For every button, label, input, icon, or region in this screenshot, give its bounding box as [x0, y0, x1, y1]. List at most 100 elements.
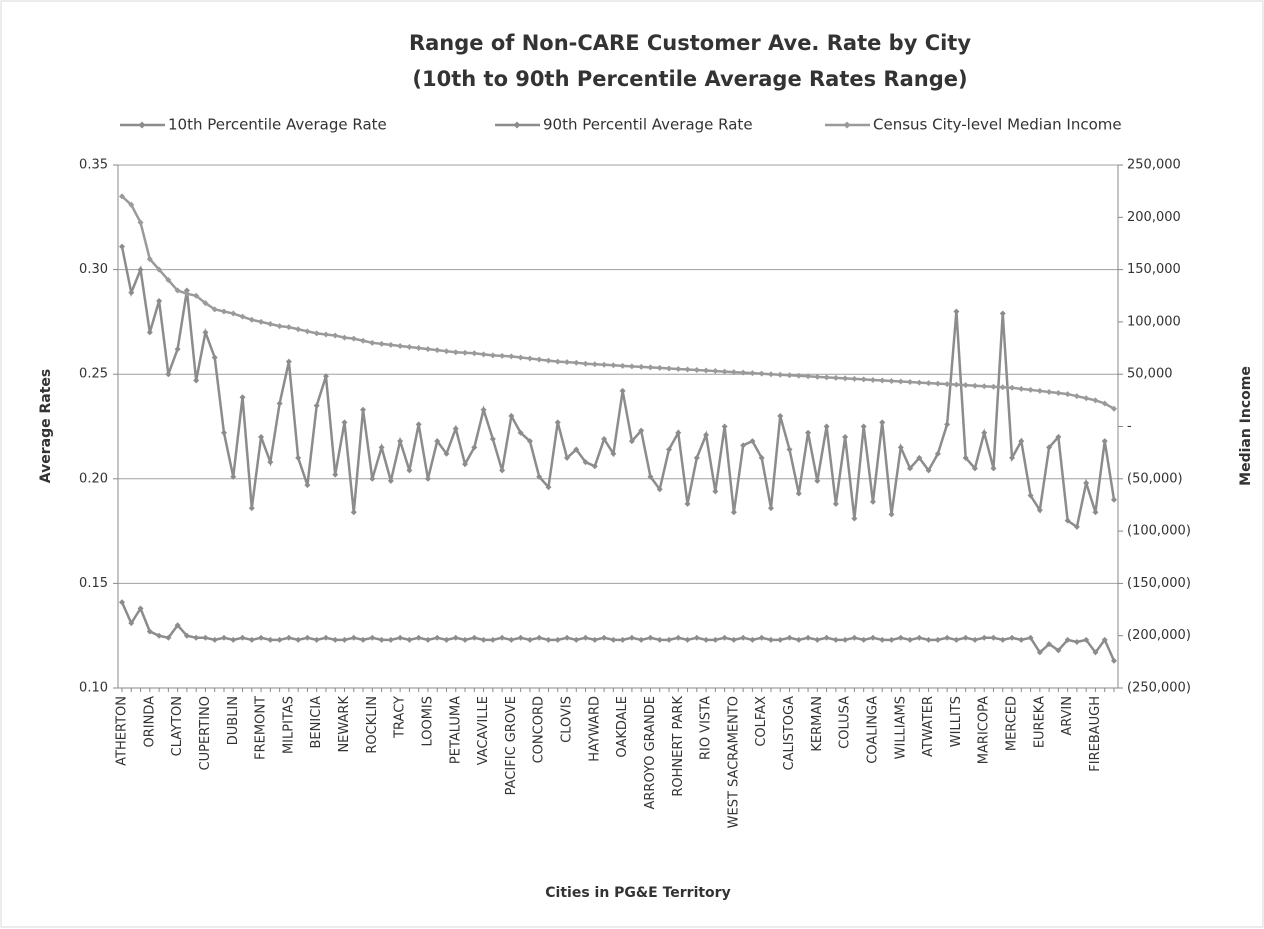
- data-point: [823, 423, 830, 430]
- data-point: [823, 634, 830, 641]
- data-point: [119, 243, 125, 250]
- data-point: [851, 634, 858, 641]
- data-point: [369, 634, 376, 641]
- data-point: [777, 413, 784, 420]
- data-point: [471, 350, 478, 357]
- data-point: [740, 442, 747, 449]
- data-point: [1101, 636, 1108, 643]
- data-point: [193, 292, 200, 299]
- data-point: [462, 461, 469, 468]
- y2-tick-label: (150,000): [1127, 576, 1191, 591]
- data-point: [860, 376, 867, 383]
- data-point: [786, 372, 793, 379]
- x-tick-label: ORINDA: [142, 696, 157, 748]
- data-point: [545, 357, 552, 364]
- data-point: [341, 334, 348, 341]
- data-point: [582, 459, 589, 466]
- data-point: [406, 467, 413, 474]
- data-point: [721, 423, 728, 430]
- data-point: [767, 636, 774, 643]
- x-tick-label: MARICOPA: [977, 696, 992, 764]
- legend-label: 10th Percentile Average Rate: [168, 116, 387, 134]
- data-point: [517, 634, 524, 641]
- chart-title: (10th to 90th Percentile Average Rates R…: [412, 67, 967, 91]
- data-point: [573, 446, 580, 453]
- data-point: [990, 634, 997, 641]
- data-point: [508, 413, 515, 420]
- data-point: [230, 473, 237, 480]
- data-point: [907, 379, 914, 386]
- data-point: [758, 370, 765, 377]
- data-point: [304, 482, 311, 489]
- data-point: [397, 342, 404, 349]
- legend-label: Census City-level Median Income: [873, 116, 1122, 134]
- data-point: [304, 328, 311, 335]
- data-point: [1083, 395, 1090, 402]
- data-point: [174, 622, 181, 629]
- data-point: [888, 377, 895, 384]
- data-point: [554, 636, 561, 643]
- data-point: [582, 360, 589, 367]
- data-point: [1027, 386, 1034, 393]
- data-point: [1101, 438, 1108, 445]
- data-point: [350, 509, 357, 516]
- data-point: [202, 634, 209, 641]
- data-point: [295, 326, 302, 333]
- x-tick-label: DUBLIN: [226, 696, 241, 745]
- data-point: [675, 365, 682, 372]
- x-tick-label: HAYWARD: [587, 696, 602, 762]
- data-point: [591, 636, 598, 643]
- data-point: [934, 380, 941, 387]
- data-point: [239, 313, 246, 320]
- data-point: [832, 636, 839, 643]
- data-point: [202, 300, 209, 307]
- data-point: [313, 330, 320, 337]
- data-point: [1073, 523, 1080, 530]
- data-point: [202, 329, 209, 336]
- data-point: [573, 359, 580, 366]
- data-point: [610, 636, 617, 643]
- data-point: [1083, 479, 1090, 486]
- data-point: [610, 450, 617, 457]
- data-point: [740, 369, 747, 376]
- data-point: [786, 634, 793, 641]
- data-point: [962, 382, 969, 389]
- data-point: [267, 320, 274, 327]
- data-point: [424, 475, 431, 482]
- data-point: [360, 636, 367, 643]
- data-point: [767, 505, 774, 512]
- data-point: [156, 266, 163, 273]
- data-point: [879, 377, 886, 384]
- data-point: [146, 329, 153, 336]
- data-point: [703, 636, 710, 643]
- data-point: [434, 347, 441, 354]
- y2-tick-label: (200,000): [1127, 628, 1191, 643]
- data-point: [944, 381, 951, 388]
- data-point: [656, 486, 663, 493]
- x-tick-label: ATWATER: [921, 696, 936, 757]
- y2-tick-label: (100,000): [1127, 524, 1191, 539]
- data-point: [193, 377, 200, 384]
- data-point: [879, 419, 886, 426]
- data-point: [332, 332, 339, 339]
- data-point: [350, 335, 357, 342]
- data-point: [220, 634, 227, 641]
- data-point: [925, 380, 932, 387]
- data-point: [953, 308, 960, 315]
- data-point: [638, 636, 645, 643]
- x-tick-label: FIREBAUGH: [1088, 696, 1103, 772]
- x-tick-label: WEST SACRAMENTO: [726, 696, 741, 828]
- data-point: [619, 636, 626, 643]
- data-point: [638, 363, 645, 370]
- data-point: [610, 362, 617, 369]
- x-tick-label: COALINGA: [865, 696, 880, 764]
- data-point: [248, 316, 255, 323]
- data-point: [897, 378, 904, 385]
- data-point: [360, 337, 367, 344]
- data-point: [415, 421, 422, 428]
- data-point: [888, 511, 895, 518]
- data-point: [730, 636, 737, 643]
- data-point: [341, 636, 348, 643]
- data-point: [424, 346, 431, 353]
- data-point: [489, 352, 496, 359]
